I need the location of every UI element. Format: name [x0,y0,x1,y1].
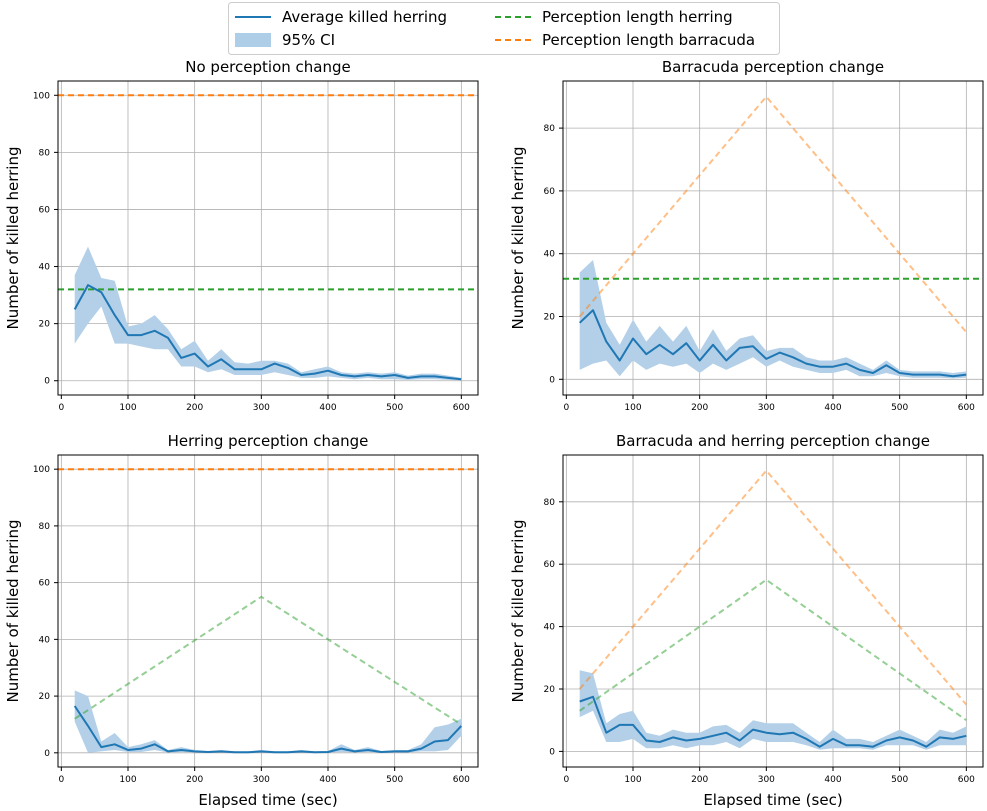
x-tick-label: 200 [186,403,203,413]
x-tick-label: 100 [119,403,136,413]
plot-content [58,94,478,381]
legend-entry: Perception length barracuda [495,31,755,49]
y-tick-label: 40 [39,263,51,273]
x-tick-label: 600 [453,775,470,785]
x-tick-label: 300 [253,403,270,413]
x-tick-label: 0 [58,775,64,785]
plot-content [578,469,968,750]
barracuda-perception-line [578,469,968,706]
y-tick-label: 0 [44,377,50,387]
x-tick-label: 100 [624,403,641,413]
y-tick-label: 0 [549,375,555,385]
y-tick-label: 40 [39,635,51,645]
y-tick-label: 60 [39,205,51,215]
chart-panel: 0 100 200 300 400 500 600 0 20 40 60 80 100 Herring p… [4,432,479,809]
ci-band [579,260,967,379]
y-axis-label: Number of killed herring [509,147,527,330]
legend-label: Perception length herring [542,8,733,26]
axes-frame [57,454,479,768]
herring-perception-line [579,578,967,722]
legend-frame [228,2,780,55]
x-axis-label: Elapsed time (sec) [703,791,842,809]
x-axis-label: Elapsed time (sec) [198,791,337,809]
mean-line [579,695,967,748]
chart-title: Barracuda and herring perception change [616,432,930,450]
plot-area [58,81,478,395]
chart-title: No perception change [185,58,350,76]
y-tick-label: 80 [544,124,556,134]
axes-frame [57,80,479,396]
y-tick-label: 60 [39,579,51,589]
barracuda-perception-line [578,95,968,333]
y-tick-label: 20 [544,685,556,695]
y-axis-label: Number of killed herring [4,520,22,703]
x-tick-label: 600 [453,403,470,413]
y-tick-label: 100 [33,465,50,475]
plot-content [58,468,478,754]
plot-content [563,95,983,379]
y-tick-label: 20 [39,320,51,330]
x-tick-label: 400 [319,775,336,785]
x-tick-label: 100 [624,775,641,785]
ci-band [74,690,462,753]
x-tick-label: 0 [58,403,64,413]
mean-line [579,309,967,378]
x-tick-label: 600 [958,775,975,785]
plot-area [58,455,478,767]
x-tick-label: 0 [563,775,569,785]
x-tick-label: 300 [758,403,775,413]
x-tick-label: 500 [891,775,908,785]
legend-label: 95% CI [282,31,335,49]
y-tick-label: 0 [44,749,50,759]
x-tick-label: 300 [758,775,775,785]
x-tick-label: 400 [319,403,336,413]
y-tick-label: 100 [33,91,50,101]
y-axis-label: Number of killed herring [509,520,527,703]
x-tick-label: 500 [891,403,908,413]
x-tick-label: 500 [386,775,403,785]
legend-entry: Perception length herring [495,8,733,26]
y-tick-label: 80 [39,522,51,532]
x-tick-label: 200 [186,775,203,785]
mean-line [73,284,462,381]
x-tick-label: 300 [253,775,270,785]
y-axis-label: Number of killed herring [4,147,22,330]
x-tick-label: 100 [119,775,136,785]
chart-panel: 0 100 200 300 400 500 600 0 20 40 60 80 Barracuda pe… [509,58,984,413]
axes-frame [562,80,984,396]
herring-perception-line [74,595,462,726]
y-tick-label: 60 [544,560,556,570]
legend-swatch-ci [235,33,271,47]
ci-band [74,246,462,381]
x-tick-label: 200 [691,775,708,785]
y-tick-label: 40 [544,623,556,633]
x-tick-label: 400 [824,775,841,785]
y-tick-label: 80 [39,148,51,158]
y-tick-label: 20 [39,692,51,702]
legend-entry: Average killed herring [235,8,447,26]
chart-title: Herring perception change [168,432,369,450]
x-tick-label: 0 [563,403,569,413]
x-tick-label: 400 [824,403,841,413]
y-tick-label: 20 [544,313,556,323]
y-tick-label: 40 [544,250,556,260]
legend-label: Average killed herring [282,8,447,26]
chart-title: Barracuda perception change [662,58,884,76]
y-tick-label: 60 [544,187,556,197]
chart-panel: 0 100 200 300 400 500 600 0 20 40 60 80 Barracuda an… [509,432,984,809]
mean-line [73,705,463,754]
legend: Average killed herring 95% CI Perception l… [228,2,780,55]
y-tick-label: 0 [549,747,555,757]
legend-label: Perception length barracuda [542,31,755,49]
chart-panel: 0 100 200 300 400 500 600 0 20 40 60 80 100 No percep… [4,58,479,413]
legend-entry: 95% CI [235,31,335,49]
y-tick-label: 80 [544,498,556,508]
axes-frame [562,454,984,768]
x-tick-label: 200 [691,403,708,413]
x-tick-label: 600 [958,403,975,413]
x-tick-label: 500 [386,403,403,413]
